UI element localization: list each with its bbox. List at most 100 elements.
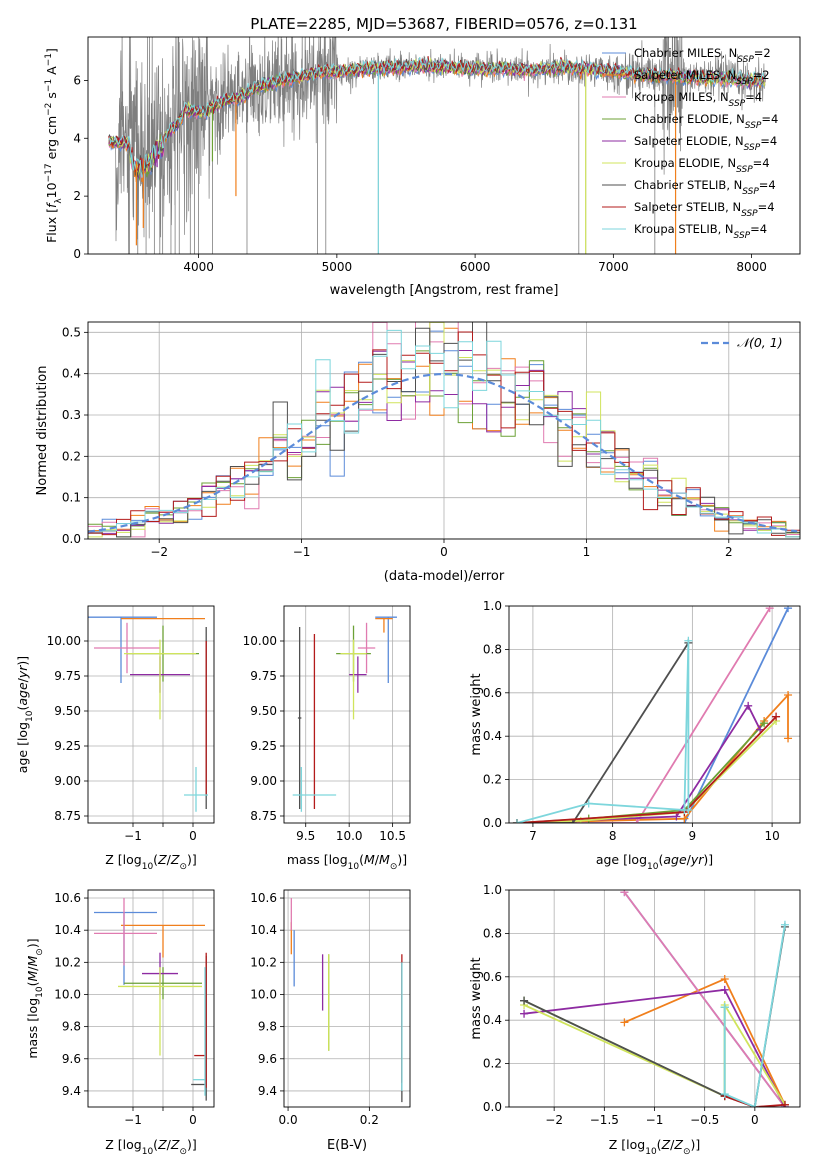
axes-frame: [283, 605, 411, 824]
axes-frame: [508, 605, 801, 824]
panel-age_vs_mass: 9.5 10.0 10.5 8.75 9.00 9.25 9.50 9.75 10.00 mass…: [243, 605, 411, 872]
legend-entry: Salpeter STELIB, NSSP=4: [634, 200, 775, 219]
x-tick-label: 8: [609, 829, 617, 843]
weight-marker: [750, 1103, 759, 1107]
axes-frame: [87, 889, 215, 1108]
y-axis-label: Normed distribution: [35, 366, 50, 496]
x-tick-label: 6000: [460, 260, 491, 274]
weight-marker: [520, 1009, 529, 1018]
y-tick-label: 8.75: [250, 809, 277, 823]
x-axis-label: E(B-V): [327, 1138, 367, 1153]
x-tick-label: 0: [751, 1113, 759, 1127]
y-tick-label: 9.00: [54, 774, 81, 788]
histogram-step-8: [88, 329, 800, 538]
panel-mass_vs_EBV: 0.0 0.2 9.4 9.6 9.8 10.0 10.2 10.4 10.6 E(B-V): [250, 889, 411, 1153]
weight-marker: [780, 1100, 789, 1107]
weight-line-8: [516, 640, 690, 823]
y-tick-label: 9.00: [250, 774, 277, 788]
y-tick-label: 10.4: [54, 923, 81, 937]
y-tick-label: 9.50: [250, 704, 277, 718]
y-tick-label: 0.6: [483, 686, 502, 700]
plot-area-age_vs_mass: [284, 606, 410, 823]
x-tick-label: 5000: [322, 260, 353, 274]
weight-marker: [765, 606, 774, 613]
y-tick-label: 2: [73, 189, 81, 203]
y-tick-label: 10.2: [54, 955, 81, 969]
x-axis-label: mass [log10(M/M⊙)]: [287, 852, 407, 872]
panel-weight_vs_Z: −2 −1.5 −1 −0.5 0 0.0 0.2 0.4 0.6 0.8 1.0 mass weig…: [469, 883, 801, 1157]
y-axis-label: age [log10(age/yr)]: [15, 656, 35, 773]
x-tick-label: 10.0: [336, 829, 363, 843]
weight-marker: [720, 985, 729, 994]
axes-frame: [508, 889, 801, 1108]
legend-entry: Kroupa ELODIE, NSSP=4: [634, 156, 770, 175]
y-tick-label: 0.2: [483, 773, 502, 787]
weight-marker: [520, 996, 529, 1005]
y-tick-label: 10.00: [243, 634, 277, 648]
y-tick-label: 9.25: [54, 739, 81, 753]
weight-marker: [584, 799, 593, 808]
weight-marker: [720, 1089, 729, 1098]
axes-frame: [87, 321, 801, 540]
y-tick-label: 0.2: [483, 1057, 502, 1071]
y-tick-label: 10.0: [250, 987, 277, 1001]
y-tick-label: 0.8: [483, 642, 502, 656]
y-tick-label: 0.2: [62, 449, 81, 463]
y-tick-label: 0: [73, 247, 81, 261]
x-axis-label: Z [log10(Z/Z⊙)]: [105, 1137, 197, 1157]
y-tick-label: 0.0: [62, 532, 81, 546]
legend: Chabrier MILES, NSSP=2 Salpeter MILES, NS…: [602, 46, 778, 241]
x-tick-label: 4000: [183, 260, 214, 274]
x-tick-label: 9.5: [296, 829, 315, 843]
y-tick-label: 9.25: [250, 739, 277, 753]
x-tick-label: 0.0: [279, 1113, 298, 1127]
model-spectrum-8: [108, 56, 766, 178]
x-tick-label: −2: [545, 1113, 563, 1127]
histogram-step-6: [88, 322, 800, 538]
plot-area-age_vs_Z: [88, 606, 214, 823]
y-tick-label: 0.4: [62, 367, 81, 381]
x-axis-label: (data-model)/error: [384, 569, 505, 584]
weight-marker: [684, 636, 693, 645]
y-tick-label: 0.0: [483, 816, 502, 830]
y-tick-label: 9.75: [54, 669, 81, 683]
weight-line-6: [517, 642, 690, 823]
y-tick-label: 10.00: [47, 634, 81, 648]
legend-entry: 𝒩(0, 1): [737, 335, 783, 350]
y-axis-label: Flux [fλ10−17 erg cm−2 s−1 A−1]: [44, 48, 64, 243]
y-axis-label: mass [log10(M/M⊙)]: [25, 938, 45, 1058]
y-tick-label: 9.50: [54, 704, 81, 718]
weight-marker: [512, 819, 521, 823]
weight-line-1: [516, 692, 789, 823]
y-tick-label: 0.6: [483, 970, 502, 984]
x-tick-label: 2: [725, 545, 733, 559]
panel-spectrum: 4000 5000 6000 7000 8000 0 2 4 6 wavelength [Angs…: [44, 36, 801, 298]
y-tick-label: 6: [73, 73, 81, 87]
weight-marker: [620, 1018, 629, 1027]
panel-mass_vs_Z: −1 0 9.4 9.6 9.8 10.0 10.2 10.4 10.6 Z [log10(Z/Z…: [25, 889, 215, 1157]
panel-hist: −2 −1 0 1 2 0.0 0.1 0.2 0.3 0.4 0.5 (data-model)/er…: [35, 321, 801, 584]
y-axis-label: mass weight: [469, 957, 484, 1039]
legend-entry: Salpeter ELODIE, NSSP=4: [634, 134, 777, 153]
y-tick-label: 9.4: [258, 1084, 277, 1098]
weight-marker: [784, 690, 793, 699]
weight-marker: [684, 805, 693, 814]
weight-marker: [632, 819, 641, 823]
normal-curve: [88, 373, 798, 533]
x-tick-label: 8000: [736, 260, 767, 274]
y-axis-label: mass weight: [469, 673, 484, 755]
panel-age_vs_Z: −1 0 8.75 9.00 9.25 9.50 9.75 10.00 Z [log10(Z/Z…: [15, 605, 215, 872]
y-tick-label: 0.8: [483, 926, 502, 940]
x-tick-label: 0: [189, 1113, 197, 1127]
weight-line-5: [516, 720, 777, 823]
weight-marker: [772, 712, 781, 721]
weight-marker: [744, 701, 753, 710]
y-tick-label: 10.6: [54, 891, 81, 905]
legend-entry: Salpeter MILES, NSSP=2: [634, 68, 770, 87]
plot-area-spectrum: [108, 37, 766, 254]
x-axis-label: Z [log10(Z/Z⊙)]: [609, 1137, 701, 1157]
y-tick-label: 0.1: [62, 491, 81, 505]
weight-line-8: [723, 924, 786, 1107]
x-tick-label: −1: [124, 829, 142, 843]
